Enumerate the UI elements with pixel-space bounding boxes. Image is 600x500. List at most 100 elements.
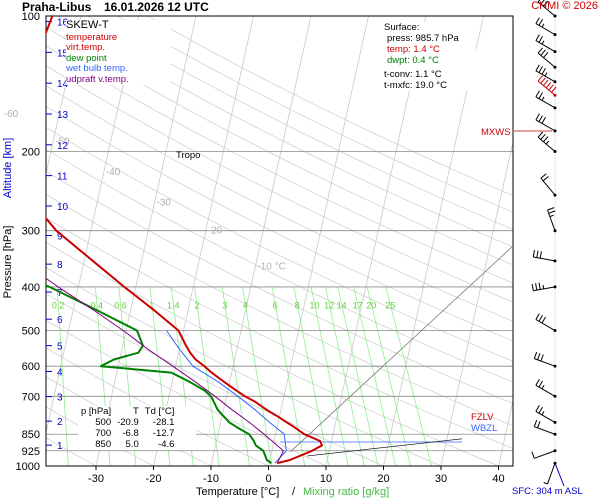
wind-barb-flag bbox=[538, 19, 543, 26]
isotherm-label: -30 bbox=[157, 198, 172, 209]
surface-tconv: t-conv: 1.1 °C bbox=[384, 69, 442, 80]
wind-barb-base bbox=[553, 129, 557, 133]
wind-barb-flag bbox=[541, 67, 546, 75]
wind-barb-flag bbox=[540, 49, 546, 56]
wind-barb-flag bbox=[540, 77, 546, 84]
altitude-axis-label: Altitude [km] bbox=[2, 138, 14, 199]
temperature-tick-label: -30 bbox=[88, 473, 104, 485]
isotherm-line bbox=[153, 16, 254, 466]
mixing-ratio-line bbox=[385, 286, 433, 466]
mixing-ratio-label: 20 bbox=[366, 301, 376, 311]
table-row: 850 5.0 -4.6 bbox=[78, 439, 177, 450]
wind-barb-half bbox=[541, 96, 545, 101]
dry-adiabat-line bbox=[46, 148, 513, 383]
pressure-tick-label: 400 bbox=[22, 282, 40, 294]
dry-adiabat-line bbox=[46, 85, 513, 322]
wind-barb-flag bbox=[538, 282, 541, 290]
table-header: p [hPa] bbox=[81, 406, 112, 417]
table-cell: 5.0 bbox=[125, 439, 139, 450]
isotherm-line bbox=[556, 16, 600, 466]
table-header: T bbox=[132, 406, 139, 417]
wind-barb bbox=[534, 358, 556, 367]
copyright: CHMI © 2026 bbox=[531, 0, 598, 12]
dry-adiabat-line bbox=[46, 105, 513, 342]
wind-barb-flag bbox=[543, 51, 549, 58]
surface-heading: Surface: bbox=[384, 22, 420, 33]
table-cell: 500 bbox=[95, 417, 112, 428]
dry-adiabat-line bbox=[46, 26, 513, 266]
wind-barb-base bbox=[553, 364, 557, 368]
wind-barb-flag bbox=[538, 66, 543, 73]
wind-barb-flag bbox=[540, 133, 546, 140]
wind-barb bbox=[535, 119, 556, 132]
temperature-line bbox=[46, 16, 323, 465]
table-cell: -28.1 bbox=[152, 417, 175, 428]
wind-barb-flag bbox=[535, 378, 540, 386]
wind-barb-flag bbox=[533, 351, 538, 359]
wind-barb-flag bbox=[531, 283, 534, 291]
wind-barb-flag bbox=[538, 115, 543, 122]
pressure-tick-label: 850 bbox=[22, 429, 40, 441]
legend-item-dew-point: dew point bbox=[66, 52, 107, 64]
table-header-row: p [hPa] T Td [°C] bbox=[78, 406, 177, 417]
legend: SKEW-T temperature virt.temp. dew point … bbox=[66, 20, 171, 85]
isotherm-line bbox=[325, 16, 427, 466]
temperature-tick-label: -20 bbox=[146, 473, 162, 485]
wind-barb-base bbox=[553, 65, 557, 69]
wind-barb-flag bbox=[537, 75, 543, 82]
mixing-ratio-line bbox=[366, 286, 412, 466]
wind-barb bbox=[535, 96, 556, 109]
wet-bulb-line bbox=[165, 330, 287, 464]
wind-barb-flag bbox=[532, 250, 535, 258]
isotherm-line bbox=[383, 16, 484, 466]
altitude-tick-label: 15 bbox=[57, 48, 69, 59]
pressure-tick-label: 500 bbox=[22, 326, 40, 338]
wind-barb-base bbox=[553, 285, 557, 289]
wind-barb bbox=[547, 463, 556, 485]
wind-barb-flag bbox=[535, 90, 540, 98]
legend-item-virt-temp: virt.temp. bbox=[66, 42, 106, 53]
altitude-tick-label: 11 bbox=[57, 172, 68, 183]
altitude-tick-label: 1 bbox=[57, 441, 63, 452]
wind-barb-flag bbox=[535, 283, 538, 291]
table-cell: 850 bbox=[95, 439, 112, 450]
isotherm-label: -20 bbox=[208, 226, 223, 237]
altitude-tick-label: 9 bbox=[57, 231, 63, 242]
wind-barb-flag bbox=[538, 314, 543, 322]
isotherm-label: -10 °C bbox=[257, 261, 285, 272]
legend-item-wet-bulb: wet bulb temp. bbox=[66, 63, 128, 74]
wind-barb-flag bbox=[538, 36, 543, 43]
table-row: 700 -6.8 -12.7 bbox=[78, 428, 177, 439]
altitude-tick-label: 12 bbox=[57, 141, 69, 152]
wind-barb-flag bbox=[535, 34, 540, 41]
table-row: 500 -20.9 -28.1 bbox=[78, 417, 177, 428]
wind-barb-flag bbox=[537, 421, 541, 429]
thermal-guide-line bbox=[307, 438, 463, 457]
wind-barb-base bbox=[553, 50, 557, 54]
mixing-ratio-label: 1.4 bbox=[167, 301, 180, 311]
wind-barb bbox=[534, 450, 556, 459]
station-name: Praha-Libus bbox=[22, 0, 92, 14]
tropopause-label: Tropo bbox=[176, 150, 201, 161]
wind-barb-flag bbox=[535, 313, 540, 320]
mixing-ratio-line bbox=[221, 286, 251, 466]
isotherm-line bbox=[268, 16, 369, 466]
mixing-ratio-label: 17 bbox=[353, 301, 363, 311]
isotherm-line bbox=[95, 16, 197, 466]
wind-barb-flag bbox=[537, 47, 543, 54]
wind-barb bbox=[535, 70, 556, 83]
wet-bulb-zero-label: WBZL bbox=[471, 423, 498, 434]
pressure-tick-label: 700 bbox=[22, 391, 40, 403]
wind-barb-base bbox=[553, 420, 557, 424]
mixing-ratio-label: 3 bbox=[222, 301, 227, 311]
altitude-tick-label: 14 bbox=[57, 79, 69, 90]
freezing-level-label: FZLV bbox=[471, 412, 494, 423]
wind-barb-base bbox=[553, 229, 557, 233]
wind-barb-half bbox=[544, 72, 548, 77]
altitude-tick-label: 3 bbox=[57, 393, 63, 404]
wind-barb bbox=[535, 384, 556, 397]
temperature-tick-label: 30 bbox=[435, 473, 447, 485]
temperature-axis-label: Temperature [°C] bbox=[196, 486, 280, 498]
wind-barb-flag bbox=[540, 0, 545, 5]
pressure-tick-label: 200 bbox=[22, 146, 40, 158]
